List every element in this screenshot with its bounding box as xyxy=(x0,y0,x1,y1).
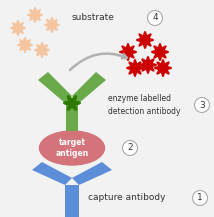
Polygon shape xyxy=(27,7,43,23)
Ellipse shape xyxy=(40,131,104,165)
Polygon shape xyxy=(151,43,169,61)
Polygon shape xyxy=(34,42,50,58)
Polygon shape xyxy=(44,17,60,33)
Text: 1: 1 xyxy=(197,194,203,202)
Polygon shape xyxy=(65,185,79,217)
Polygon shape xyxy=(72,162,112,185)
Circle shape xyxy=(122,140,138,156)
Text: 2: 2 xyxy=(127,143,133,153)
FancyArrowPatch shape xyxy=(70,54,127,70)
Polygon shape xyxy=(63,95,81,111)
Circle shape xyxy=(193,191,208,205)
Polygon shape xyxy=(126,59,144,77)
Polygon shape xyxy=(38,72,72,103)
Polygon shape xyxy=(139,56,157,74)
Polygon shape xyxy=(119,43,137,61)
Circle shape xyxy=(147,10,162,26)
Polygon shape xyxy=(136,31,154,49)
Polygon shape xyxy=(32,162,72,185)
Circle shape xyxy=(195,97,210,112)
Text: enzyme labelled
detection antibody: enzyme labelled detection antibody xyxy=(108,94,180,116)
Polygon shape xyxy=(10,20,26,36)
Polygon shape xyxy=(72,72,106,103)
Text: target
antigen: target antigen xyxy=(55,138,89,158)
Polygon shape xyxy=(17,37,33,53)
Polygon shape xyxy=(66,103,78,131)
Text: 3: 3 xyxy=(199,100,205,110)
Text: 4: 4 xyxy=(152,13,158,23)
Polygon shape xyxy=(154,59,172,77)
Text: capture antibody: capture antibody xyxy=(88,194,165,202)
Text: substrate: substrate xyxy=(72,13,115,23)
